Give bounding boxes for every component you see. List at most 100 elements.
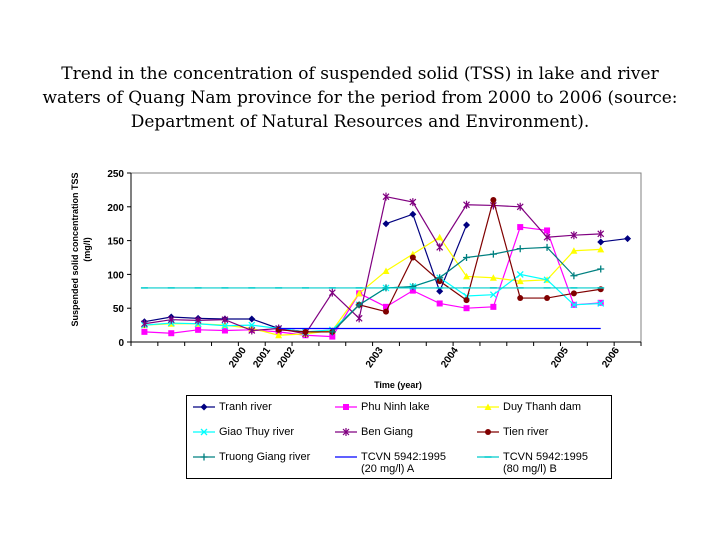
data-point [382,220,390,228]
y-tick-label: 150 [107,237,124,248]
legend-key [477,403,499,410]
legend-label: Truong Giang river [219,451,311,463]
y-tick-label: 250 [107,169,124,180]
legend-label: Giao Thuy river [219,426,294,438]
legend-key-marker [200,403,208,411]
data-point [275,331,283,339]
y-tick-label: 0 [118,338,124,349]
data-point [597,265,605,273]
legend-key-marker [485,429,491,435]
data-point [248,321,256,329]
legend-key [335,404,357,410]
data-point [489,250,497,258]
legend-item: TCVN 5942:1995 (20 mg/l) A [335,451,446,475]
data-point [463,254,471,261]
legend-key-marker [343,404,349,410]
data-point [597,245,605,253]
data-point [463,297,470,304]
data-point [543,243,551,251]
data-point [436,233,444,241]
data-point [328,328,336,336]
legend-item: Truong Giang river [193,451,310,465]
x-tick-label: 2001 [251,345,273,370]
legend-key-marker [200,428,208,436]
data-point [436,274,444,282]
legend-key [193,428,215,436]
legend-label: TCVN 5942:1995 (80 mg/l) B [503,451,588,475]
data-point [409,287,416,294]
x-tick-label: 2003 [364,345,386,370]
x-tick-label: 2000 [227,345,249,370]
series-5 [140,192,605,338]
data-point [409,283,417,291]
data-point [167,315,175,324]
x-tick-label: 2002 [275,345,297,370]
data-point [489,274,497,281]
legend-item: Giao Thuy river [193,426,294,440]
x-tick-label: 2005 [549,345,571,370]
data-point [382,192,390,201]
y-axis-label: Suspended solid concentration TSS (mg/l) [70,172,92,326]
legend-label: Tranh river [219,401,272,413]
data-point [248,326,256,335]
data-point [355,301,363,309]
legend-key-marker [200,453,208,461]
legend-label: Duy Thanh dam [503,401,582,413]
data-point [463,221,471,229]
data-point [141,328,148,335]
series-line [144,195,601,335]
series-line [385,213,468,294]
data-point [168,330,175,337]
data-point [516,245,524,253]
data-point [275,326,282,333]
data-point [463,200,470,209]
data-point [516,277,524,285]
data-point [409,198,417,207]
data-point [328,288,336,297]
data-point [355,314,363,323]
data-point [383,303,389,310]
data-point [490,303,497,310]
data-point [436,287,444,295]
data-point [517,224,524,231]
legend-key [193,403,215,411]
data-point [194,316,202,325]
legend-key-marker [484,403,492,410]
legend-key [477,456,499,458]
x-axis-label: Time (year) [374,380,422,390]
data-point [570,290,577,297]
data-point [409,254,416,261]
legend-key [335,456,357,458]
legend-key-marker [342,428,350,436]
chart-title: Trend in the concentration of suspended … [42,64,678,132]
data-point [329,333,336,340]
legend-item: Phu Ninh lake [335,401,430,415]
data-point [489,291,497,299]
data-point [463,272,471,280]
legend-label: TCVN 5942:1995 (20 mg/l) A [361,451,446,475]
data-point [409,210,417,218]
data-point [140,319,148,328]
data-point [544,227,551,234]
data-point [516,202,524,211]
data-point [221,315,229,324]
data-point [221,327,228,334]
legend-item: Tien river [477,426,548,440]
data-point [302,328,309,335]
data-point [436,300,443,307]
data-point [463,305,470,312]
x-tick-label: 2004 [439,345,461,370]
legend: Tranh river Phu Ninh lake Duy Thanh dam Gia… [186,395,612,479]
legend-label: Ben Giang [361,426,413,438]
data-point [382,267,390,275]
legend-label: Tien river [503,426,549,438]
data-point [221,322,229,330]
legend-item: Duy Thanh dam [477,401,581,415]
data-point [355,289,363,297]
data-point [383,308,389,315]
legend-item: Tranh river [193,401,272,415]
legend-key [193,453,215,461]
x-tick-label: 2006 [600,345,622,370]
data-point [597,300,605,307]
